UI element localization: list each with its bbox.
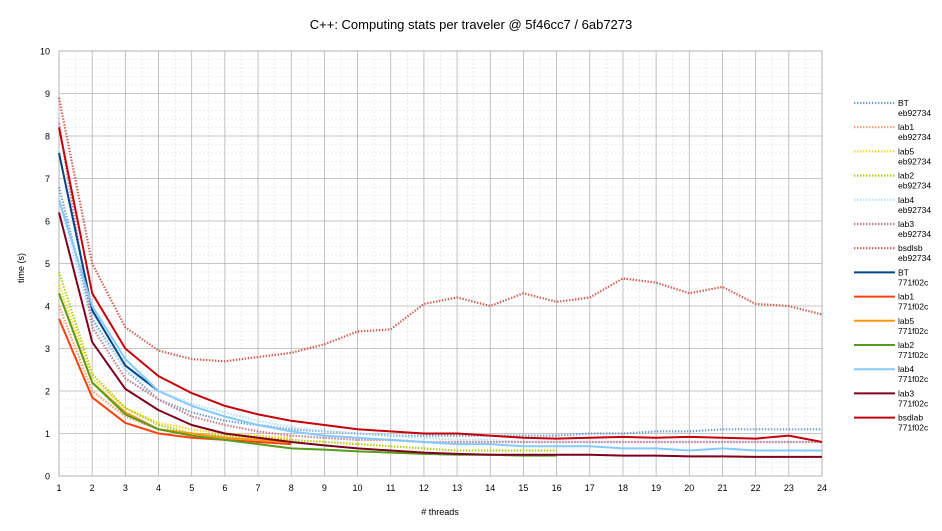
chart-title: C++: Computing stats per traveler @ 5f46…: [310, 17, 633, 32]
legend-sublabel: 771f02c: [898, 423, 929, 433]
y-tick-label: 0: [45, 472, 50, 482]
x-axis-label: # threads: [421, 507, 459, 517]
legend-sublabel: eb92734: [898, 156, 931, 166]
x-tick-label: 11: [386, 483, 395, 493]
x-tick-label: 12: [419, 483, 429, 493]
series-line-lab1-771f02c: [58, 318, 292, 446]
legend-label: lab2: [898, 340, 914, 350]
legend: BTeb92734lab1eb92734lab5eb92734lab2eb927…: [854, 98, 931, 433]
x-axis-ticks: 1 2 3 4 5 6 7 8 9 10 11 12 13 14 15 16 17 18 19 20 21 22 23 24: [56, 483, 827, 493]
x-tick-label: 19: [651, 483, 661, 493]
series-line-bt-eb92734: [57, 186, 822, 437]
x-tick-label: 13: [452, 483, 462, 493]
series-line-bsdlab-771f02c: [58, 127, 823, 443]
x-tick-label: 1: [56, 483, 61, 493]
x-tick-label: 7: [256, 483, 261, 493]
series-line-lab4-771f02c: [58, 199, 822, 452]
y-axis-ticks: 0 1 2 3 4 5 6 7 8 9 10: [40, 47, 50, 482]
y-tick-label: 10: [40, 47, 50, 57]
legend-sublabel: 771f02c: [898, 398, 929, 408]
legend-label: lab3: [898, 388, 914, 398]
legend-sublabel: eb92734: [898, 181, 931, 191]
legend-label: lab5: [898, 316, 914, 326]
x-tick-label: 3: [123, 483, 128, 493]
x-tick-label: 4: [156, 483, 161, 493]
y-axis-label: time (s): [16, 253, 26, 283]
x-tick-label: 16: [552, 483, 562, 493]
x-tick-label: 5: [189, 483, 194, 493]
y-tick-label: 8: [45, 132, 50, 142]
x-tick-label: 8: [289, 483, 294, 493]
legend-sublabel: eb92734: [898, 205, 931, 215]
y-tick-label: 9: [45, 89, 50, 99]
x-tick-label: 23: [784, 483, 794, 493]
legend-label: lab2: [898, 171, 914, 181]
x-tick-label: 15: [518, 483, 528, 493]
series-line-bt-771f02c: [58, 152, 160, 392]
x-tick-label: 22: [751, 483, 761, 493]
y-tick-label: 5: [45, 259, 50, 269]
legend-label: lab1: [898, 292, 914, 302]
series-line-lab2-eb92734: [57, 271, 557, 452]
x-tick-label: 18: [618, 483, 628, 493]
x-tick-label: 2: [90, 483, 95, 493]
legend-sublabel: eb92734: [898, 253, 931, 263]
legend-label: lab3: [898, 219, 914, 229]
legend-label: lab5: [898, 146, 914, 156]
legend-sublabel: 771f02c: [898, 277, 929, 287]
y-tick-label: 6: [45, 217, 50, 227]
x-tick-label: 21: [717, 483, 727, 493]
y-tick-label: 2: [45, 387, 50, 397]
y-tick-label: 7: [45, 174, 50, 184]
legend-sublabel: 771f02c: [898, 302, 929, 312]
y-tick-label: 1: [45, 429, 50, 439]
x-tick-label: 17: [585, 483, 595, 493]
x-tick-label: 6: [222, 483, 227, 493]
legend-sublabel: 771f02c: [898, 326, 929, 336]
legend-label: lab4: [898, 364, 914, 374]
legend-sublabel: eb92734: [898, 132, 931, 142]
legend-label: lab1: [898, 122, 914, 132]
legend-sublabel: 771f02c: [898, 350, 929, 360]
x-tick-label: 10: [353, 483, 363, 493]
legend-sublabel: eb92734: [898, 108, 931, 118]
legend-sublabel: 771f02c: [898, 374, 929, 384]
y-tick-label: 3: [45, 344, 50, 354]
x-tick-label: 20: [684, 483, 694, 493]
legend-label: lab4: [898, 195, 914, 205]
series-line-lab3-eb92734: [57, 123, 822, 444]
series-line-lab3-771f02c: [58, 212, 822, 458]
x-tick-label: 24: [817, 483, 827, 493]
plot-area-border: [58, 50, 823, 477]
legend-sublabel: eb92734: [898, 229, 931, 239]
series-lines: [57, 97, 823, 458]
legend-label: BT: [898, 98, 909, 108]
legend-label: BT: [898, 267, 909, 277]
x-tick-label: 9: [322, 483, 327, 493]
x-tick-label: 14: [485, 483, 495, 493]
legend-label: bsdlsb: [898, 243, 923, 253]
y-tick-label: 4: [45, 302, 50, 312]
legend-label: bsdlab: [898, 413, 923, 423]
series-line-bsdlsb-eb92734: [57, 97, 823, 363]
